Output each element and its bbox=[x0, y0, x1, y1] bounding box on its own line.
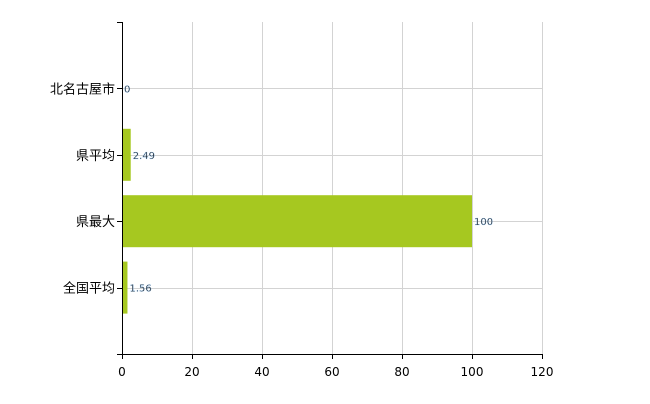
x-tick-label: 100 bbox=[461, 365, 484, 379]
x-tick-label: 120 bbox=[531, 365, 554, 379]
y-tick-label: 北名古屋市 bbox=[50, 81, 115, 97]
y-tick-label: 全国平均 bbox=[63, 281, 115, 297]
data-label: 2.49 bbox=[133, 151, 155, 162]
bar bbox=[122, 128, 131, 181]
bar bbox=[122, 261, 128, 314]
bar bbox=[122, 195, 472, 248]
x-tick-label: 0 bbox=[118, 365, 126, 379]
y-tick-label: 県最大 bbox=[76, 215, 115, 230]
x-tick-label: 80 bbox=[394, 365, 409, 379]
y-tick-label: 県平均 bbox=[76, 149, 115, 164]
data-label: 1.56 bbox=[129, 284, 151, 295]
data-label: 100 bbox=[474, 217, 493, 228]
data-label: 0 bbox=[124, 84, 130, 95]
x-tick-label: 60 bbox=[324, 365, 339, 379]
x-tick-label: 40 bbox=[254, 365, 269, 379]
x-tick-label: 20 bbox=[184, 365, 199, 379]
